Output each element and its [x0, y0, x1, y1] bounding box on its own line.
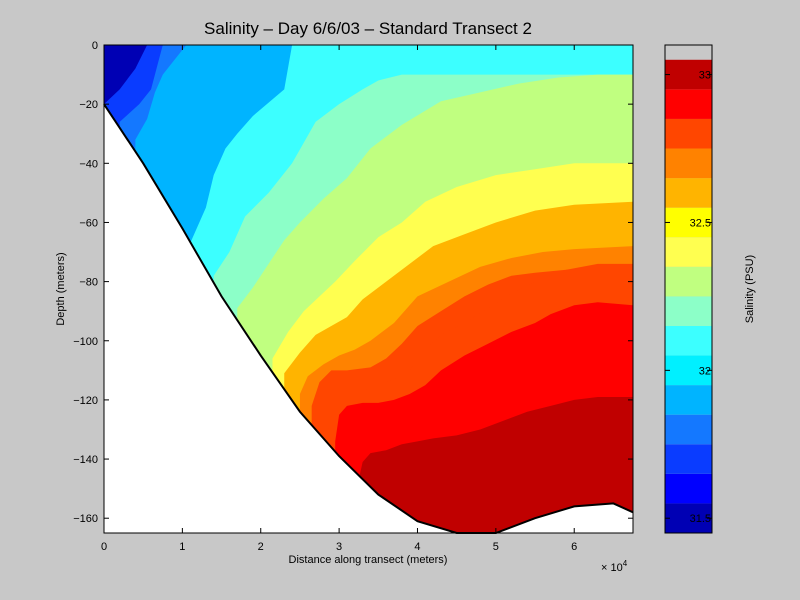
y-tick-label: 0	[92, 40, 98, 52]
colorbar-segment	[665, 473, 712, 504]
y-tick-label: −80	[79, 277, 98, 289]
colorbar-segment	[665, 148, 712, 179]
plot-frame	[103, 44, 634, 534]
colorbar-segment	[665, 385, 712, 415]
colorbar-tick-label: 32.5	[690, 217, 711, 229]
colorbar-label: Salinity (PSU)	[744, 255, 756, 323]
colorbar-segment	[665, 444, 712, 474]
colorbar-segment	[665, 118, 712, 149]
colorbar-segment	[665, 503, 712, 533]
colorbar-segment	[665, 296, 712, 326]
y-tick-label: −120	[73, 395, 98, 407]
x-tick-label: 4	[414, 541, 420, 553]
x-tick-label: 3	[336, 541, 342, 553]
colorbar-tick-label: 33	[699, 70, 711, 82]
y-tick-label: −140	[73, 454, 98, 466]
y-tick-label: −60	[79, 217, 98, 229]
x-tick-label: 0	[101, 541, 107, 553]
y-tick-label: −100	[73, 336, 98, 348]
colorbar-segment	[665, 207, 712, 238]
x-tick-label: 6	[571, 541, 577, 553]
y-axis-label: Depth (meters)	[55, 252, 67, 325]
y-tick-label: −160	[73, 513, 98, 525]
contour-layers	[104, 45, 633, 533]
colorbar-segment	[665, 237, 712, 267]
colorbar-segment	[665, 89, 712, 119]
colorbar-segment	[665, 178, 712, 208]
colorbar-segment	[665, 355, 712, 386]
colorbar-segment	[665, 266, 712, 297]
colorbar: 31.5 32 32.5 33 Salinity (PSU)	[664, 44, 756, 534]
y-axis: 0 −20 −40 −60 −80 −100 −120 −140 −160	[73, 40, 633, 525]
chart-title: Salinity – Day 6/6/03 – Standard Transec…	[204, 19, 532, 38]
y-tick-label: −20	[79, 99, 98, 111]
x-axis: 0 1 2 3 4 5 6	[101, 45, 577, 553]
colorbar-segment	[665, 325, 712, 356]
colorbar-ticks: 31.5 32 32.5 33	[665, 70, 712, 525]
colorbar-segment	[665, 59, 712, 90]
seafloor-mask	[104, 104, 633, 533]
x-tick-label: 2	[258, 541, 264, 553]
x-axis-multiplier-exponent: 4	[623, 559, 628, 568]
seafloor-line	[103, 103, 634, 534]
plot-area	[103, 44, 634, 534]
colorbar-segments	[665, 59, 712, 533]
x-tick-label: 1	[179, 541, 185, 553]
x-axis-multiplier: × 104	[601, 559, 628, 574]
x-tick-label: 5	[493, 541, 499, 553]
colorbar-tick-label: 32	[699, 365, 711, 377]
x-axis-label: Distance along transect (meters)	[289, 554, 448, 566]
colorbar-tick-label: 31.5	[690, 513, 711, 525]
colorbar-segment	[665, 414, 712, 445]
y-tick-label: −40	[79, 158, 98, 170]
x-axis-multiplier-base: × 10	[601, 562, 623, 574]
colorbar-frame	[664, 44, 713, 534]
